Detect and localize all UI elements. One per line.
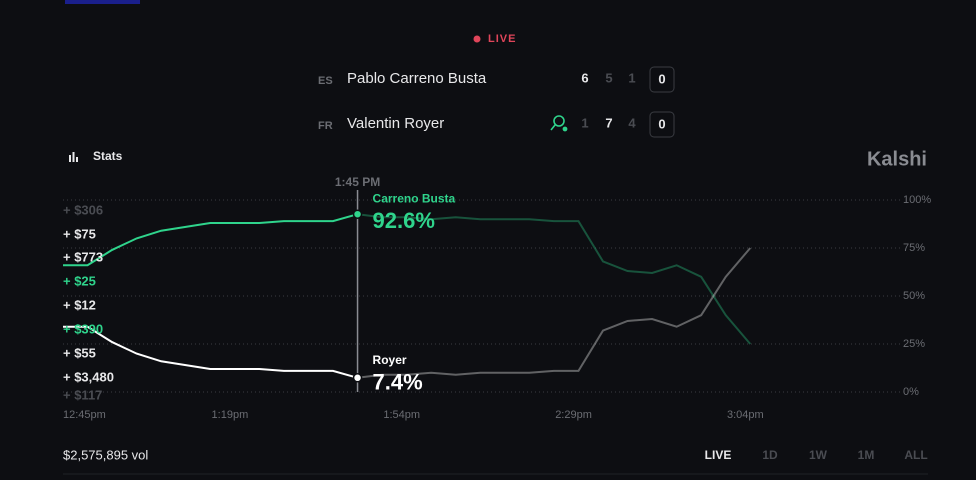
x-tick-label: 12:45pm [63,409,106,421]
set-score: 1 [628,70,635,85]
line-active [63,213,358,267]
y-tick-label: 25% [903,338,925,350]
chart: 100% 75% 50% 25% 0% 12:45pm 1:19pm 1:54pm 2:29pm… [63,175,931,421]
order-label: + $25 [63,273,96,288]
y-tick-label: 100% [903,194,931,206]
set-score: 1 [581,115,588,130]
order-label: + $3,480 [63,369,114,384]
order-label: + $75 [63,226,96,241]
set-score: 6 [581,70,588,85]
serve-icon [550,115,568,132]
player-name: Valentin Royer [347,115,444,132]
order-label: + $12 [63,297,96,312]
order-label: + $306 [63,202,103,217]
set-score: 7 [605,115,612,130]
player-name: Pablo Carreno Busta [347,70,487,87]
range-tab[interactable]: 1W [809,448,828,462]
order-label: + $773 [63,249,103,264]
set-score: 4 [628,115,636,130]
range-tab[interactable]: LIVE [705,448,732,462]
point-score: 0 [658,116,665,131]
live-label: LIVE [488,33,516,45]
range-tab[interactable]: 1M [858,448,875,462]
stats-icon [69,152,78,162]
y-tick-label: 0% [903,386,919,398]
line-active [63,325,358,379]
top-banner [65,0,140,4]
series-name: Royer [373,353,407,367]
line-future [357,247,752,379]
hover-time: 1:45 PM [335,175,380,189]
x-tick-label: 3:04pm [727,409,764,421]
point-box [649,111,675,138]
y-tick-label: 50% [903,290,925,302]
live-dot [473,35,481,43]
point-score: 0 [658,71,665,86]
order-label: + $55 [63,345,96,360]
order-label: + $390 [63,321,103,336]
range-tab[interactable]: ALL [904,448,927,462]
series-name: Carreno Busta [373,191,456,205]
volume: $2,575,895 vol [63,447,148,462]
hover-dot [352,209,363,219]
range-tab[interactable]: 1D [762,448,778,462]
set-score: 5 [605,70,612,85]
line-future [357,213,752,345]
stats-button[interactable]: Stats [93,149,123,163]
country: ES [318,75,333,87]
x-tick-label: 1:19pm [212,409,249,421]
y-tick-label: 75% [903,242,925,254]
value-label: 92.6% [373,208,435,233]
country: FR [318,120,333,132]
point-box [649,66,675,93]
order-label: + $117 [63,387,102,402]
x-tick-label: 1:54pm [383,409,420,421]
x-tick-label: 2:29pm [555,409,592,421]
value-label: 7.4% [373,370,423,395]
hover-dot [352,373,363,383]
brand: Kalshi [867,148,927,170]
